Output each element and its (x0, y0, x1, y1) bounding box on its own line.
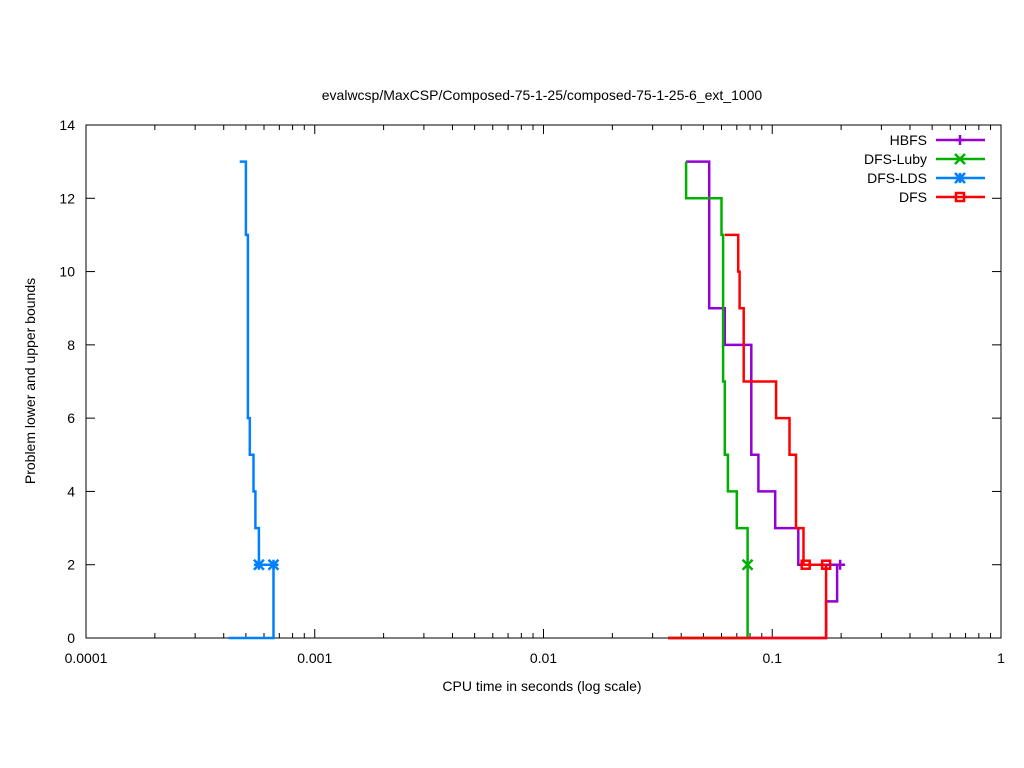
y-axis-label: Problem lower and upper bounds (22, 278, 38, 484)
plot-area (85, 124, 1002, 639)
hbfs-lower-bound-line (668, 563, 841, 640)
plot-frame (85, 124, 1002, 639)
y-axis-ticks: 0 2 4 6 8 10 12 14 (59, 117, 1001, 646)
star-marker (267, 558, 280, 571)
dfs-lds-lower-bound-line (228, 564, 275, 640)
legend-item-hbfs: HBFS (890, 132, 985, 148)
series-layer (228, 160, 846, 640)
y-tick-label: 2 (67, 557, 75, 573)
x-tick-label: 0.1 (763, 650, 783, 666)
legend-label: DFS-Luby (864, 151, 927, 167)
legend-item-dfs-luby: DFS-Luby (864, 151, 985, 167)
x-marker (954, 153, 966, 165)
x-axis-ticks: 0.0001 0.001 0.01 0.1 1 (65, 125, 1005, 666)
dfs-lds-upper-bound-line (239, 160, 274, 566)
legend-label: HBFS (890, 132, 927, 148)
square-marker (820, 559, 832, 570)
y-tick-label: 0 (67, 630, 75, 646)
series-dfs (668, 233, 832, 640)
dfs-upper-bound-line (724, 233, 827, 566)
star-marker (253, 558, 265, 571)
y-tick-label: 12 (59, 190, 75, 206)
plus-marker (835, 559, 846, 570)
x-marker (741, 558, 754, 571)
hbfs-upper-bound-line (686, 160, 841, 566)
y-tick-label: 14 (59, 117, 75, 133)
plus-marker (955, 135, 965, 145)
x-tick-label: 0.01 (530, 650, 557, 666)
y-tick-label: 8 (67, 337, 75, 353)
chart-title: evalwcsp/MaxCSP/Composed-75-1-25/compose… (322, 87, 763, 103)
dfs-luby-upper-bound-line (684, 161, 749, 565)
square-marker (800, 559, 811, 570)
x-axis-label: CPU time in seconds (log scale) (442, 678, 641, 694)
x-tick-label: 0.001 (297, 650, 332, 666)
y-tick-label: 4 (67, 483, 75, 499)
series-hbfs (668, 160, 846, 640)
legend-item-dfs-lds: DFS-LDS (867, 170, 985, 186)
legend-item-dfs: DFS (899, 189, 985, 205)
y-tick-label: 10 (59, 264, 75, 280)
dfs-lower-bound-line (668, 564, 828, 640)
dfs-luby-lower-bound-line (668, 564, 749, 640)
x-tick-label: 1 (997, 650, 1005, 666)
y-tick-label: 6 (67, 410, 75, 426)
series-dfs-lds (228, 160, 280, 640)
legend-label: DFS (899, 189, 927, 205)
legend: HBFS DFS-Luby DFS-LDS DFS (864, 132, 985, 205)
square-marker (954, 191, 966, 203)
legend-label: DFS-LDS (867, 170, 927, 186)
x-tick-label: 0.0001 (65, 650, 108, 666)
star-marker (954, 172, 966, 184)
